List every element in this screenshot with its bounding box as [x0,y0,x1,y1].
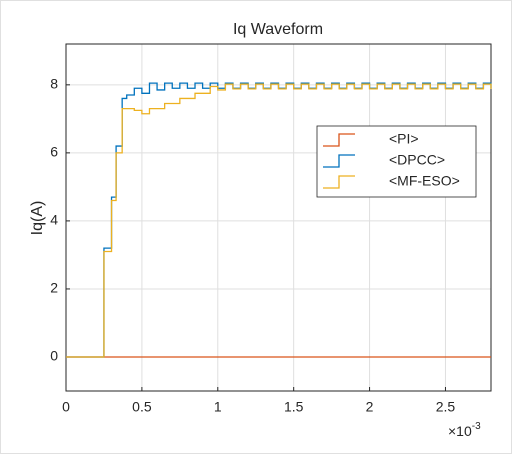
y-tick-label: 6 [50,144,58,160]
y-tick-label: 2 [50,280,58,296]
x-tick-label: 1 [214,399,222,415]
series-line [66,83,492,358]
legend-label: <MF-ESO> [389,173,460,189]
plot-area [66,44,491,391]
x-tick-label: 2 [366,399,374,415]
legend-icon [323,154,355,168]
legend-icon [323,133,355,147]
y-axis-label: Iq(A) [29,201,46,236]
legend-label: <PI> [389,131,419,147]
x-multiplier: ×10-3 [448,421,481,439]
x-tick-label: 2.5 [436,399,456,415]
chart-title: Iq Waveform [233,21,323,38]
x-multiplier-base: ×10 [448,423,472,439]
x-tick-label: 1.5 [284,399,304,415]
x-multiplier-exp: -3 [472,421,481,432]
y-tick-label: 0 [50,348,58,364]
legend-box [316,125,477,198]
legend-label: <DPCC> [389,152,445,168]
plot-border [65,43,492,392]
x-tick-label: 0 [62,399,70,415]
y-tick-label: 4 [50,212,58,228]
series-line [66,82,492,358]
x-tick-label: 0.5 [132,399,152,415]
y-tick-label: 8 [50,76,58,92]
legend-icon [323,175,355,189]
